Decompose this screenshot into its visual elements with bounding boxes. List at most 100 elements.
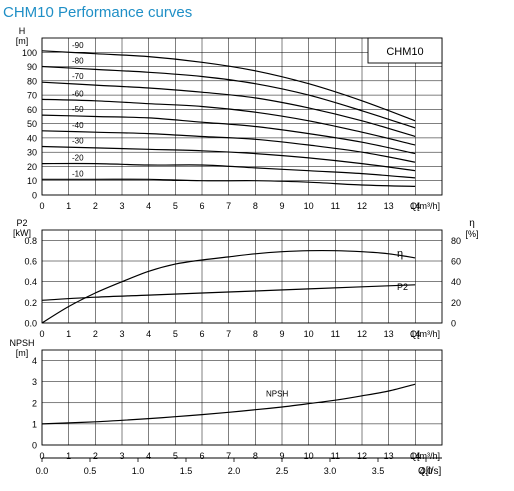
x-tick-label: 14 bbox=[410, 329, 420, 339]
y2-tick-label: 80 bbox=[451, 236, 461, 246]
y-axis-name: NPSH bbox=[9, 338, 34, 348]
npsh-label: NPSH bbox=[266, 390, 288, 399]
model-box bbox=[367, 37, 443, 64]
curve-label: -90 bbox=[72, 41, 84, 50]
x-tick-label: 8 bbox=[253, 201, 258, 211]
y-tick-label: 0 bbox=[32, 441, 37, 451]
grid-npsh bbox=[41, 350, 442, 446]
y-tick-label: 2 bbox=[32, 398, 37, 408]
ls-tick-label: 2.5 bbox=[276, 466, 289, 476]
x-tick-label: 12 bbox=[357, 201, 367, 211]
x-tick-label: 2 bbox=[93, 451, 98, 461]
grid-power-efficiency bbox=[41, 230, 442, 324]
ls-tick-label: 0.5 bbox=[84, 466, 97, 476]
plot-frame-head bbox=[41, 37, 443, 196]
head-curve bbox=[42, 178, 416, 187]
y-tick-label: 50 bbox=[27, 119, 37, 129]
y-axis-name: P2 bbox=[16, 218, 27, 228]
x-tick-label: 13 bbox=[384, 451, 394, 461]
x-tick-label: 1 bbox=[66, 451, 71, 461]
ls-tick-label: 2.0 bbox=[228, 466, 241, 476]
head-curve bbox=[41, 65, 416, 129]
y-axis-unit: [m] bbox=[16, 348, 29, 358]
y-tick-label: 0.2 bbox=[24, 298, 37, 308]
x-tick-label: 2 bbox=[93, 329, 98, 339]
x-tick-label: 11 bbox=[331, 329, 340, 339]
x-tick-label: 6 bbox=[199, 201, 204, 211]
y-tick-label: 100 bbox=[22, 48, 37, 58]
page-title: CHM10 Performance curves bbox=[3, 4, 193, 21]
head-curve bbox=[41, 114, 416, 155]
ls-tick-label: 4.0 bbox=[420, 466, 433, 476]
y-tick-label: 0.4 bbox=[24, 277, 37, 287]
curve-label: -80 bbox=[72, 57, 84, 66]
x-tick-label: 12 bbox=[357, 329, 367, 339]
x-tick-label: 1 bbox=[66, 201, 71, 211]
x-tick-label: 9 bbox=[279, 451, 284, 461]
curve-label: -20 bbox=[72, 154, 84, 163]
x-tick-label: 10 bbox=[304, 451, 314, 461]
x-tick-label: 14 bbox=[410, 451, 420, 461]
efficiency-curve bbox=[41, 249, 416, 324]
head-curve bbox=[41, 98, 416, 146]
y-tick-label: 4 bbox=[32, 356, 37, 366]
x-axis-label: Q[m³/h] bbox=[410, 451, 440, 461]
curve-label: -30 bbox=[72, 136, 84, 145]
ls-tick-label: 3.0 bbox=[324, 466, 337, 476]
x-tick-label: 12 bbox=[357, 451, 367, 461]
x-tick-label: 6 bbox=[199, 329, 204, 339]
y-axis-name: H bbox=[19, 26, 26, 36]
ls-tick-label: 1.5 bbox=[180, 466, 193, 476]
x-tick-label: 11 bbox=[331, 451, 340, 461]
x-tick-label: 7 bbox=[226, 201, 231, 211]
y-tick-label: 0.6 bbox=[24, 257, 37, 267]
y-tick-label: 0.0 bbox=[24, 319, 37, 329]
y-tick-label: 20 bbox=[27, 162, 37, 172]
y-axis-unit: [kW] bbox=[13, 228, 31, 238]
x-tick-label: 0 bbox=[39, 451, 44, 461]
power-label: P2 bbox=[397, 282, 408, 292]
head-curve bbox=[41, 145, 416, 172]
curve-label: -40 bbox=[72, 121, 84, 130]
x-axis-label: Q[m³/h] bbox=[410, 329, 440, 339]
x-tick-label: 13 bbox=[384, 201, 394, 211]
x-tick-label: 1 bbox=[66, 329, 71, 339]
x-tick-label: 10 bbox=[304, 201, 314, 211]
y-axis-unit: [m] bbox=[16, 36, 29, 46]
x-tick-label: 5 bbox=[173, 201, 178, 211]
x-tick-label: 7 bbox=[226, 329, 231, 339]
y2-tick-label: 20 bbox=[451, 298, 461, 308]
npsh-curve bbox=[41, 383, 416, 425]
y2-axis-unit: [%] bbox=[465, 229, 478, 239]
y-tick-label: 80 bbox=[27, 76, 37, 86]
plot-frame-npsh bbox=[41, 349, 443, 446]
plot-frame-power-efficiency bbox=[41, 229, 443, 324]
y-tick-label: 40 bbox=[27, 133, 37, 143]
x-tick-label: 4 bbox=[146, 201, 151, 211]
y2-axis-name: η bbox=[469, 218, 475, 229]
x-tick-label: 8 bbox=[253, 329, 258, 339]
head-curve bbox=[41, 50, 416, 122]
x-tick-label: 7 bbox=[226, 451, 231, 461]
x-tick-label: 11 bbox=[331, 201, 340, 211]
x-tick-label: 4 bbox=[146, 451, 151, 461]
x-tick-label: 10 bbox=[304, 329, 314, 339]
y-tick-label: 60 bbox=[27, 105, 37, 115]
head-curve bbox=[41, 130, 416, 163]
efficiency-label: η bbox=[397, 248, 403, 260]
y2-tick-label: 40 bbox=[451, 277, 461, 287]
y-tick-label: 30 bbox=[27, 148, 37, 158]
head-curve bbox=[41, 81, 416, 138]
x-tick-label: 5 bbox=[173, 329, 178, 339]
x-tick-label: 0 bbox=[39, 201, 44, 211]
x-tick-label: 6 bbox=[199, 451, 204, 461]
y-tick-label: 1 bbox=[32, 419, 37, 429]
x-tick-label: 13 bbox=[384, 329, 394, 339]
x-tick-label: 14 bbox=[410, 201, 420, 211]
y-tick-label: 0 bbox=[32, 191, 37, 201]
y-tick-label: 3 bbox=[32, 377, 37, 387]
x-tick-label: 3 bbox=[119, 201, 124, 211]
x-axis-label: Q[m³/h] bbox=[410, 201, 440, 211]
x-tick-label: 0 bbox=[39, 329, 44, 339]
curve-label: -10 bbox=[72, 169, 84, 178]
